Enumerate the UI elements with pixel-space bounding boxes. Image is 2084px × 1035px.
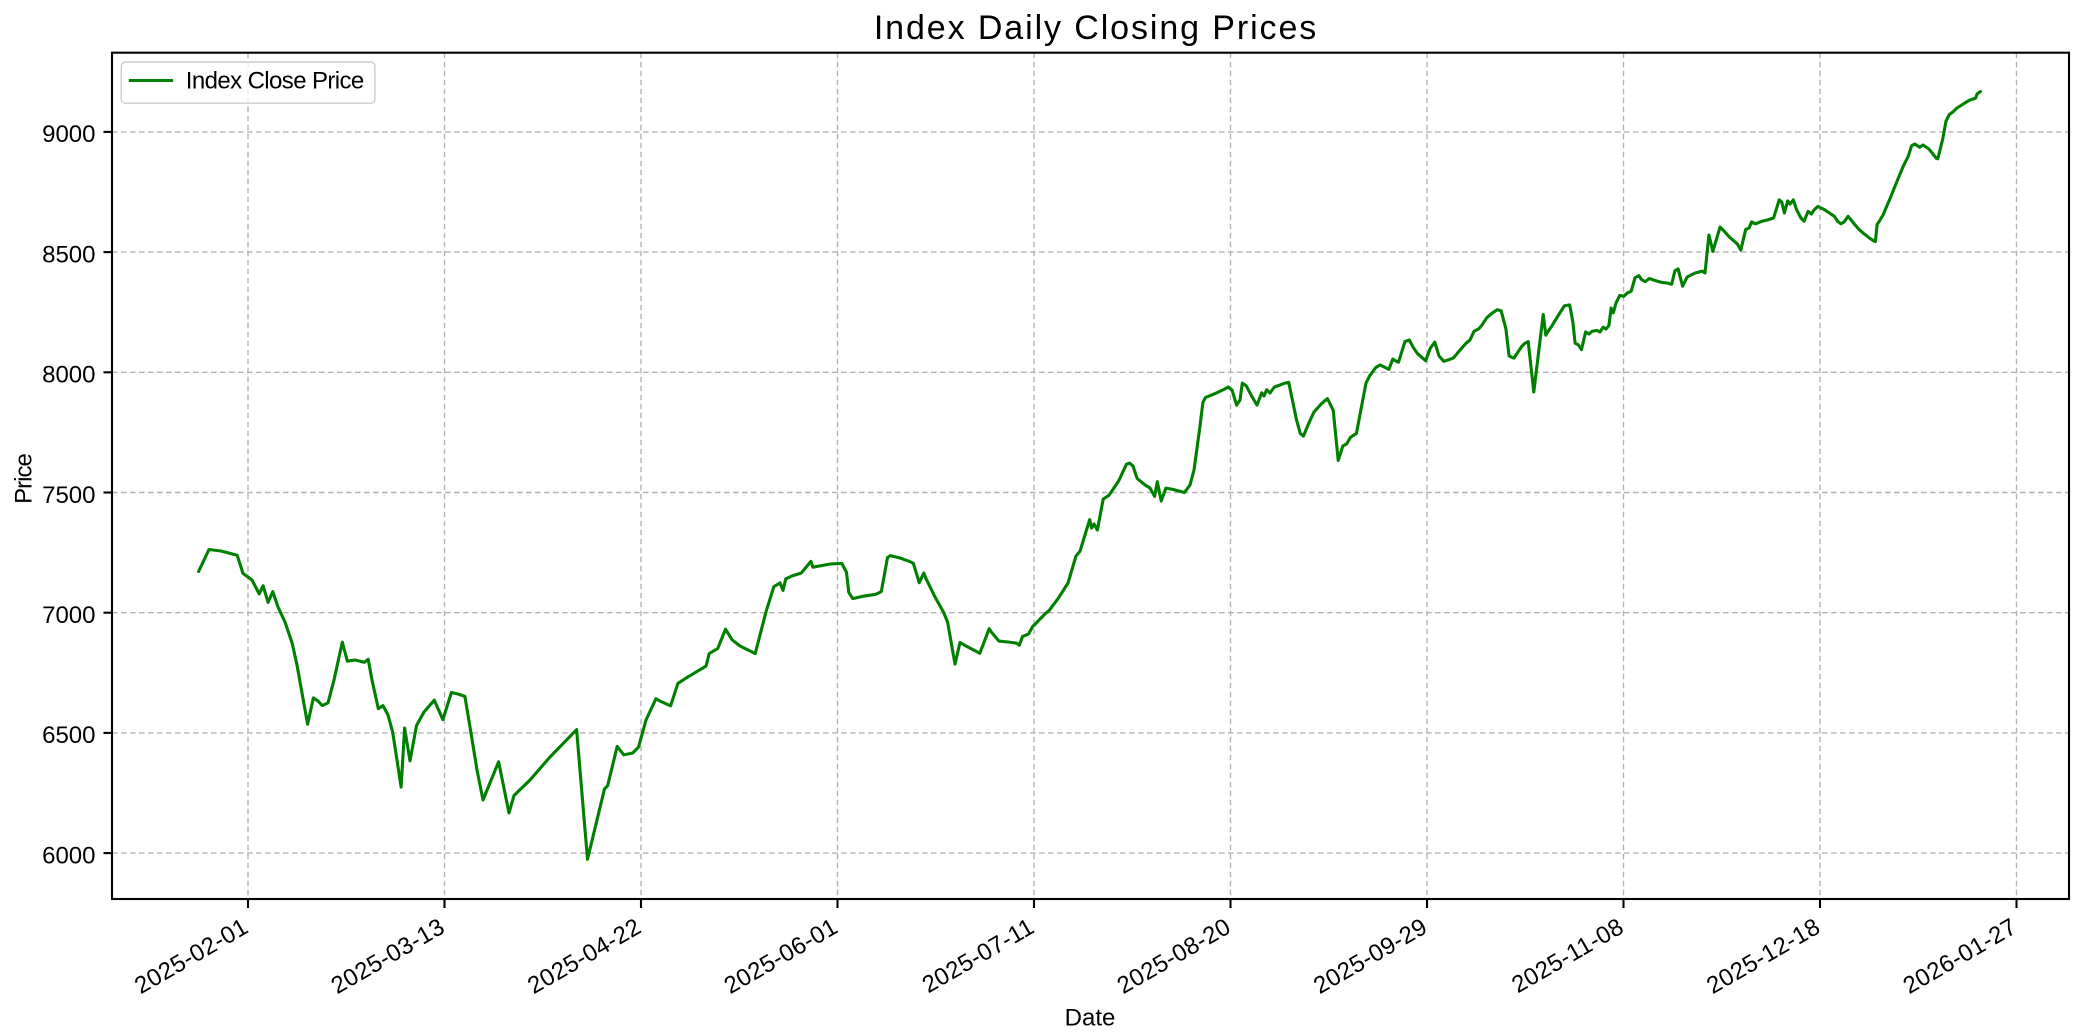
svg-text:8000: 8000 [42,362,95,389]
svg-text:Index Daily Closing Prices: Index Daily Closing Prices [874,9,1318,47]
svg-text:6500: 6500 [42,722,95,749]
svg-text:Index Close Price: Index Close Price [186,67,364,94]
svg-text:9000: 9000 [42,121,95,148]
svg-text:Date: Date [1065,1004,1116,1031]
svg-text:7000: 7000 [42,602,95,629]
svg-text:7500: 7500 [42,482,95,509]
svg-text:Price: Price [11,454,38,504]
svg-text:8500: 8500 [42,241,95,268]
svg-text:6000: 6000 [42,842,95,869]
